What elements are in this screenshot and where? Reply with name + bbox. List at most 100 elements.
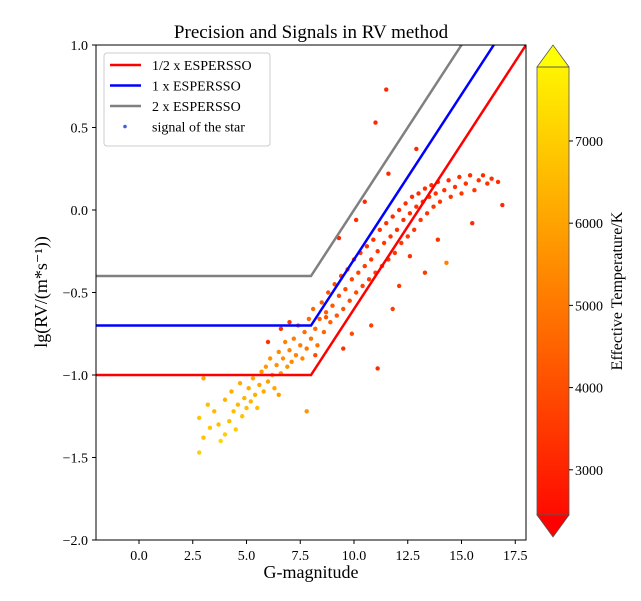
scatter-point [308,336,314,341]
scatter-point [330,303,335,308]
scatter-point [463,181,468,186]
scatter-point [403,201,408,206]
scatter-point [285,364,290,369]
scatter-point [233,427,238,432]
scatter-points [197,87,505,455]
scatter-point [341,346,346,351]
scatter-point [313,353,318,358]
x-tick-label: 10.0 [342,549,367,564]
scatter-point [452,184,458,190]
scatter-point [422,186,428,191]
y-tick-label: 1.0 [71,39,89,54]
scatter-point [276,392,281,397]
scatter-point [373,120,378,125]
scatter-point [366,277,372,282]
scatter-point [237,381,243,386]
scatter-point [396,207,402,213]
scatter-point [323,310,329,315]
scatter-point [457,174,462,180]
scatter-point [418,217,423,223]
scatter-point [422,270,428,275]
scatter-point [409,194,415,199]
scatter-point [489,176,494,181]
scatter-point [394,227,400,232]
threshold-line-2 [96,45,463,278]
scatter-point [416,191,421,196]
y-tick-label: 0.5 [71,122,89,137]
legend-label: 1/2 x ESPERSSO [152,59,252,74]
colorbar-label: Effective Temperature/K [609,211,626,370]
scatter-point [390,306,395,312]
colorbar-tick-label: 6000 [575,217,603,232]
x-tick-label: 12.5 [396,549,421,564]
scatter-point [300,356,305,361]
scatter-point [257,382,262,388]
scatter-point [263,364,269,369]
scatter-point [274,362,279,368]
scatter-point [287,348,292,353]
threshold-line-0 [96,45,526,377]
scatter-point [384,221,389,226]
scatter-point [399,240,404,246]
y-axis-label: lg(RV/(m*s⁻¹)) [31,236,52,347]
scatter-point [246,386,251,391]
scatter-point [227,419,232,424]
scatter-point [289,359,294,364]
scatter-point [472,188,477,193]
x-axis-label: G-magnitude [264,562,359,582]
scatter-point [231,409,236,414]
scatter-point [362,199,367,204]
colorbar-extend-top [536,44,570,68]
scatter-point [218,438,223,444]
scatter-point [304,409,309,414]
scatter-point [235,402,241,407]
scatter-point [467,173,473,178]
scatter-point [265,379,271,384]
legend-box [103,52,271,147]
legend-label: signal of the star [152,121,245,136]
scatter-point [476,178,481,183]
scatter-point [321,329,327,335]
scatter-point [244,405,249,411]
chart-title: Precision and Signals in RV method [174,22,449,43]
scatter-point [252,392,258,397]
scatter-point [315,343,320,348]
scatter-point [197,415,202,421]
scatter-point [212,409,217,414]
colorbar-body [537,45,569,537]
scatter-point [291,336,296,341]
scatter-point [302,329,307,335]
scatter-point [437,199,443,204]
scatter-point [240,414,245,419]
scatter-point [242,395,247,401]
scatter-point [310,306,316,312]
scatter-point [304,346,309,351]
scatter-point [448,194,453,199]
scatter-point [392,250,398,256]
scatter-point [431,204,436,209]
scatter-point [500,202,505,208]
y-tick-label: −2.0 [63,534,88,549]
scatter-point [216,422,221,427]
x-tick-label: 2.5 [184,549,202,564]
scatter-point [390,214,395,219]
scatter-point [369,323,374,328]
scatter-point [272,386,277,391]
colorbar-tick-label: 3000 [575,464,603,479]
scatter-point [353,290,359,295]
scatter-point [248,399,253,404]
colorbar-tick-label: 4000 [575,382,603,397]
scatter-point [276,349,281,355]
scatter-point [405,234,410,239]
scatter-point [485,181,490,186]
scatter-point [334,313,339,318]
scatter-point [433,191,438,196]
scatter-point [435,237,441,242]
scatter-point [201,435,206,440]
scatter-point [261,389,266,394]
scatter-point [283,339,288,345]
scatter-point [298,343,303,348]
scatter-point [446,178,451,183]
legend-label: 2 x ESPERSSO [152,100,241,115]
